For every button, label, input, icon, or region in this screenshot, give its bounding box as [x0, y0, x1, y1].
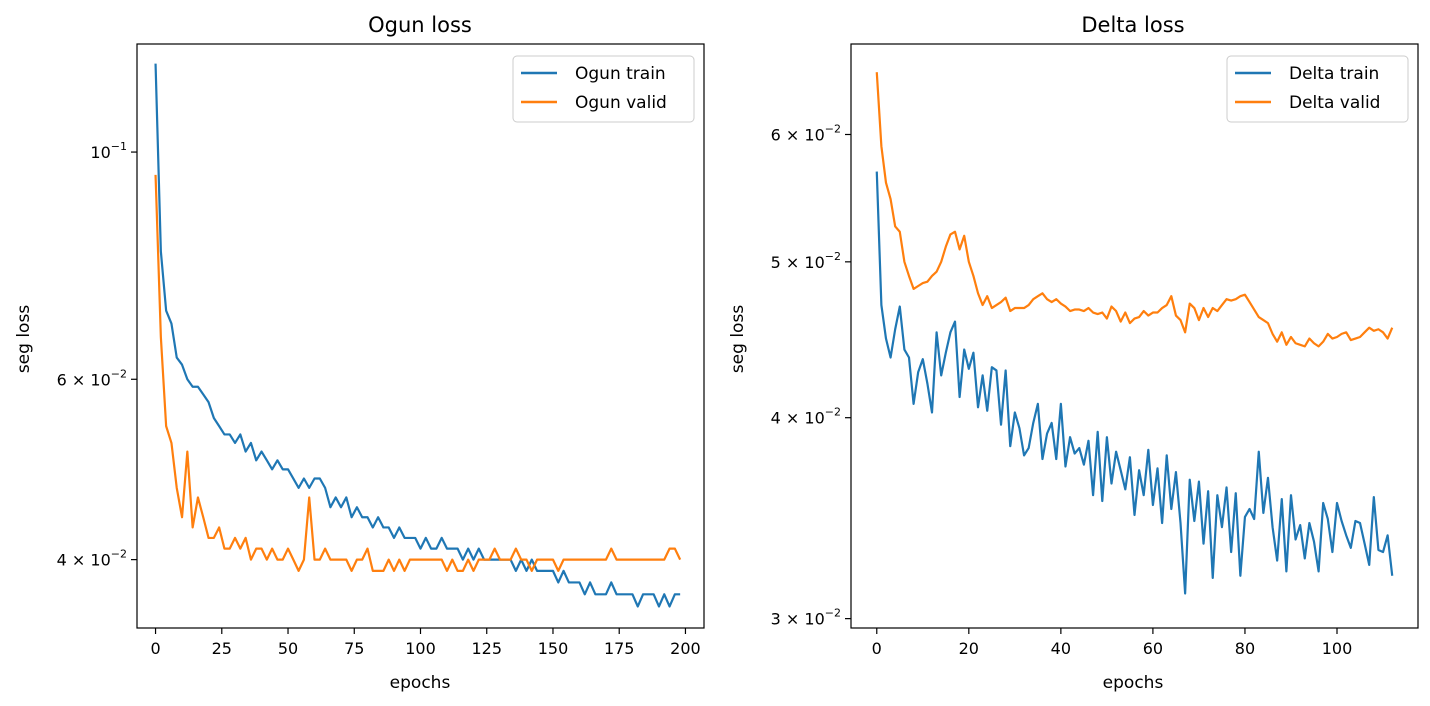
delta-x-tick-label: 40	[1051, 639, 1071, 658]
ogun-y-axis-label: seg loss	[14, 305, 34, 373]
delta-plot-frame	[850, 43, 1419, 629]
ogun-y-tick-label: 4 × 10−2	[57, 548, 127, 570]
ogun-legend-label: Ogun train	[575, 64, 666, 84]
delta-y-tick-label: 3 × 10−2	[771, 607, 841, 629]
ogun-series-train-line	[154, 63, 681, 608]
ogun-x-tick-label: 25	[212, 639, 232, 658]
delta-legend: Delta train Delta valid	[1226, 55, 1409, 123]
delta-series-train-line	[875, 171, 1394, 595]
delta-x-tick-label: 60	[1143, 639, 1163, 658]
ogun-x-tick-label: 200	[670, 639, 701, 658]
delta-x-tick-label: 20	[959, 639, 979, 658]
ogun-y-tick-label: 6 × 10−2	[57, 367, 127, 389]
delta-y-axis-label: seg loss	[728, 305, 748, 373]
ogun-loss-subplot: Ogun loss epochs seg loss 0 25 50 75 100 125 1…	[14, 13, 705, 693]
ogun-x-axis-label: epochs	[390, 673, 451, 693]
delta-series-valid-line	[875, 72, 1394, 348]
ogun-legend: Ogun train Ogun valid	[512, 55, 695, 123]
ogun-legend-label: Ogun valid	[575, 93, 667, 113]
ogun-x-tick-label: 150	[538, 639, 569, 658]
delta-y-tick-label: 5 × 10−2	[771, 250, 841, 272]
ogun-y-tick-label: 10−1	[90, 140, 127, 162]
ogun-x-tick-label: 125	[471, 639, 502, 658]
ogun-x-tick-label: 50	[278, 639, 298, 658]
ogun-x-tick-label: 0	[150, 639, 160, 658]
delta-legend-label: Delta train	[1289, 64, 1379, 84]
ogun-chart-title: Ogun loss	[368, 13, 472, 37]
delta-y-tick-label: 6 × 10−2	[771, 122, 841, 144]
ogun-series-valid-line	[154, 174, 682, 572]
delta-chart-title: Delta loss	[1081, 13, 1184, 37]
delta-x-axis-label: epochs	[1103, 673, 1164, 693]
ogun-x-tick-label: 175	[604, 639, 635, 658]
delta-y-tick-label: 4 × 10−2	[771, 406, 841, 428]
delta-x-tick-label: 0	[872, 639, 882, 658]
ogun-x-tick-label: 75	[344, 639, 364, 658]
delta-x-tick-label: 80	[1235, 639, 1255, 658]
delta-x-tick-label: 100	[1322, 639, 1353, 658]
ogun-x-tick-label: 100	[405, 639, 436, 658]
delta-legend-label: Delta valid	[1289, 93, 1380, 113]
delta-loss-subplot: Delta loss epochs seg loss 0 20 40 60 80 100 6…	[728, 13, 1419, 693]
